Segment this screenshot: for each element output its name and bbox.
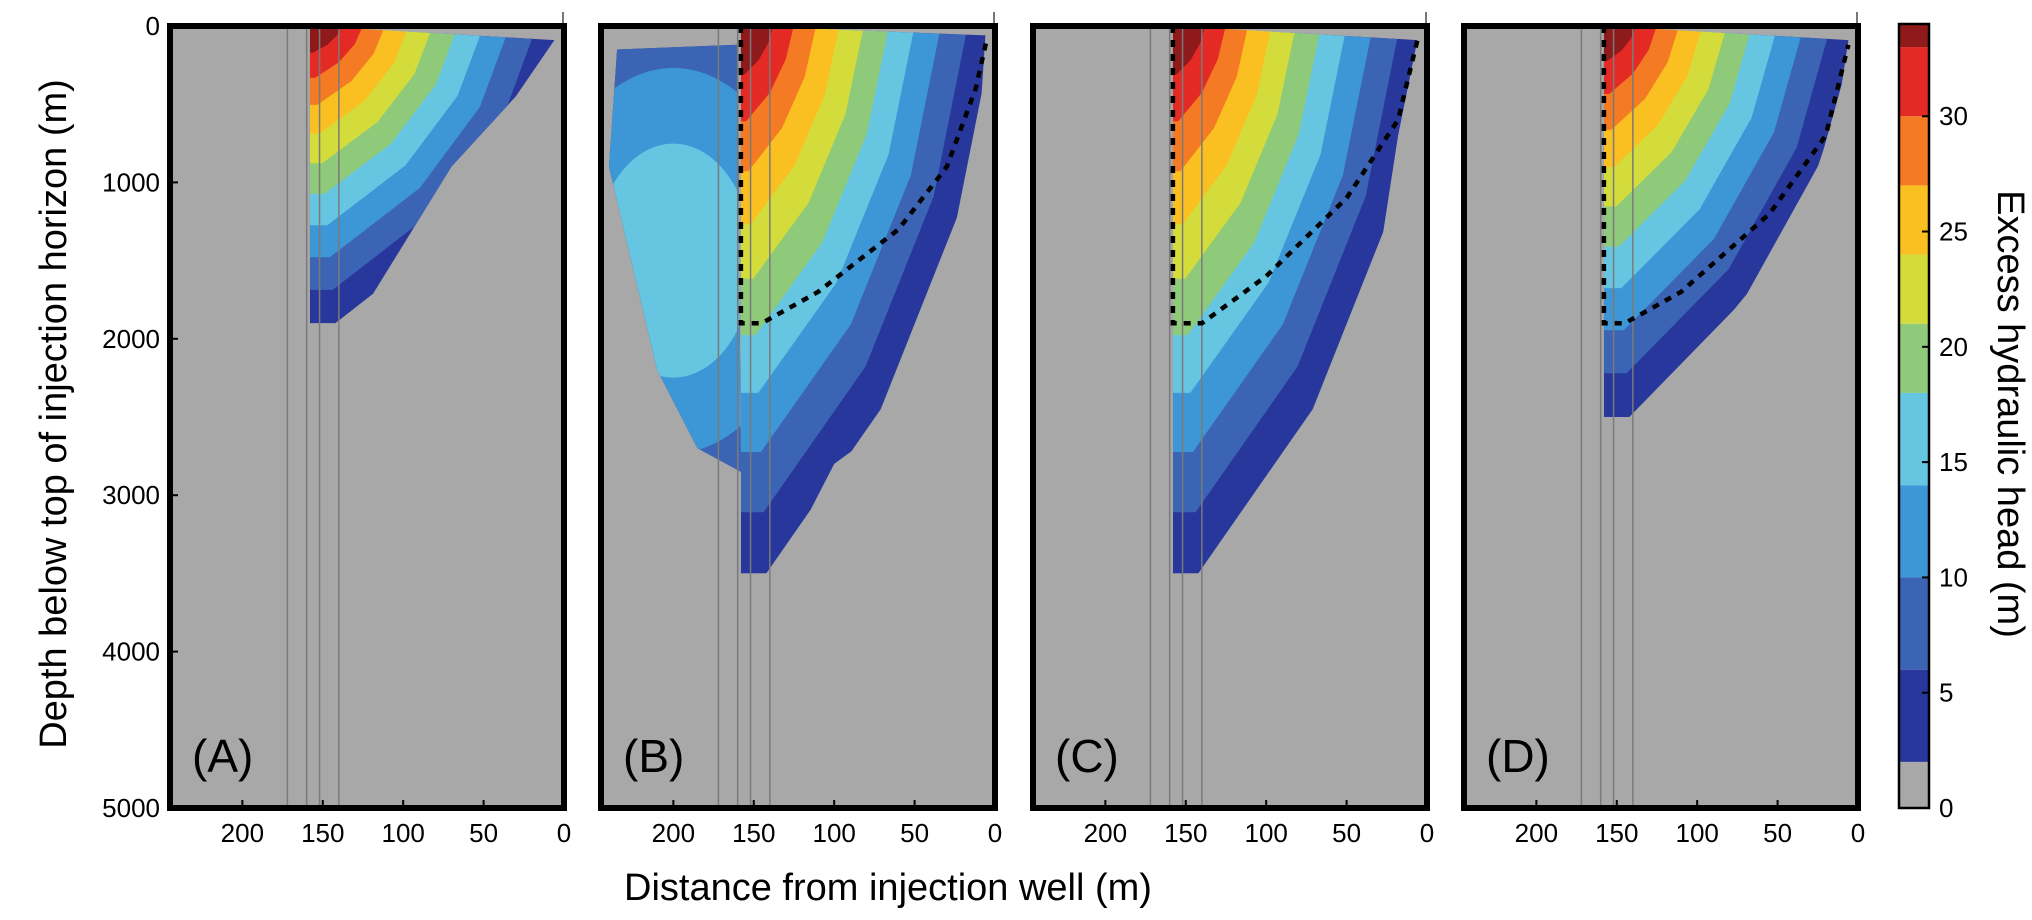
- colorbar-base: [1899, 761, 1929, 808]
- colorbar-tick-label: 10: [1939, 562, 1968, 592]
- x-tick-label: 200: [1084, 818, 1127, 848]
- x-tick-label: 50: [1332, 818, 1361, 848]
- y-tick-label: 3000: [102, 480, 160, 510]
- colorbar-tick-label: 20: [1939, 332, 1968, 362]
- plume-bands: [740, 26, 986, 574]
- y-tick-label: 5000: [102, 793, 160, 823]
- colorbar-swatch-10: [1899, 485, 1929, 578]
- plume-bands: [1603, 26, 1849, 417]
- x-tick-label: 150: [1164, 818, 1207, 848]
- y-axis-title: Depth below top of injection horizon (m): [33, 79, 75, 749]
- x-tick-label: 200: [1515, 818, 1558, 848]
- colorbar-swatch-2: [1899, 669, 1929, 762]
- panel-frame: [1461, 23, 1861, 811]
- panel-label: (B): [623, 730, 684, 782]
- panel-frame: [1030, 23, 1430, 811]
- panel-frame: [167, 23, 567, 811]
- colorbar-swatch-18: [1899, 323, 1929, 393]
- colorbar-swatch-6: [1899, 577, 1929, 670]
- panel-4: 200 150 100 50 0 (D): [1461, 12, 1865, 848]
- colorbar-tick-label: 15: [1939, 447, 1968, 477]
- colorbar-title: Excess hydraulic head (m): [1989, 190, 2031, 638]
- contour-band-33: [1172, 26, 1206, 75]
- colorbar-swatch-27: [1899, 116, 1929, 186]
- panel-label: (D): [1486, 730, 1550, 782]
- x-tick-label: 150: [732, 818, 775, 848]
- y-tick-label: 2000: [102, 324, 160, 354]
- y-tick-label: 1000: [102, 167, 160, 197]
- colorbar-frame: [1897, 22, 1931, 810]
- panel-1: 200 150 100 50 0 (A): [167, 12, 571, 848]
- contour-band-33: [309, 26, 343, 53]
- plume-bands: [1172, 26, 1418, 574]
- x-tick-label: 50: [469, 818, 498, 848]
- dashed-contour: [1601, 26, 1851, 326]
- colorbar-tick-label: 5: [1939, 678, 1953, 708]
- y-axis: 0 1000 2000 3000 4000 5000: [102, 11, 178, 823]
- x-tick-label: 100: [812, 818, 855, 848]
- contour-band-33: [740, 26, 774, 75]
- panels-group: 200 150 100 50 0 (A) 200 150 100 50 0 (B) 200 150 100 5…: [167, 12, 1865, 848]
- panel-label: (C): [1055, 730, 1119, 782]
- plume-bands: [309, 26, 555, 324]
- y-tick-label: 4000: [102, 637, 160, 667]
- y-tick-label: 0: [146, 11, 160, 41]
- dashed-contour: [1170, 26, 1420, 326]
- x-tick-label: 50: [900, 818, 929, 848]
- x-tick-label: 0: [557, 818, 571, 848]
- x-axis-title: Distance from injection well (m): [624, 867, 1152, 909]
- x-tick-label: 0: [1851, 818, 1865, 848]
- x-tick-label: 50: [1763, 818, 1792, 848]
- colorbar-tick-label: 30: [1939, 101, 1968, 131]
- colorbar-tick-label: 0: [1939, 793, 1953, 823]
- panel-3: 200 150 100 50 0 (C): [1030, 12, 1434, 848]
- panel-frame: [598, 23, 998, 811]
- x-tick-label: 150: [1595, 818, 1638, 848]
- x-tick-label: 0: [988, 818, 1002, 848]
- colorbar-swatch-30: [1899, 47, 1929, 117]
- x-tick-label: 100: [381, 818, 424, 848]
- x-tick-label: 200: [652, 818, 695, 848]
- dashed-contour: [738, 26, 990, 326]
- colorbar-swatch-24: [1899, 185, 1929, 255]
- x-tick-label: 150: [301, 818, 344, 848]
- panel-label: (A): [192, 730, 253, 782]
- colorbar-swatch-21: [1899, 254, 1929, 324]
- x-tick-label: 100: [1675, 818, 1718, 848]
- colorbar-swatch-33: [1899, 24, 1929, 48]
- colorbar-tick-label: 25: [1939, 217, 1968, 247]
- colorbar-swatch-14: [1899, 392, 1929, 486]
- contour-band-33: [1603, 26, 1637, 61]
- x-tick-label: 100: [1244, 818, 1287, 848]
- panel-2: 200 150 100 50 0 (B): [598, 12, 1002, 848]
- colorbar: 0 5 10 15 20 25 30: [1897, 22, 1968, 823]
- x-tick-label: 0: [1420, 818, 1434, 848]
- x-tick-label: 200: [221, 818, 264, 848]
